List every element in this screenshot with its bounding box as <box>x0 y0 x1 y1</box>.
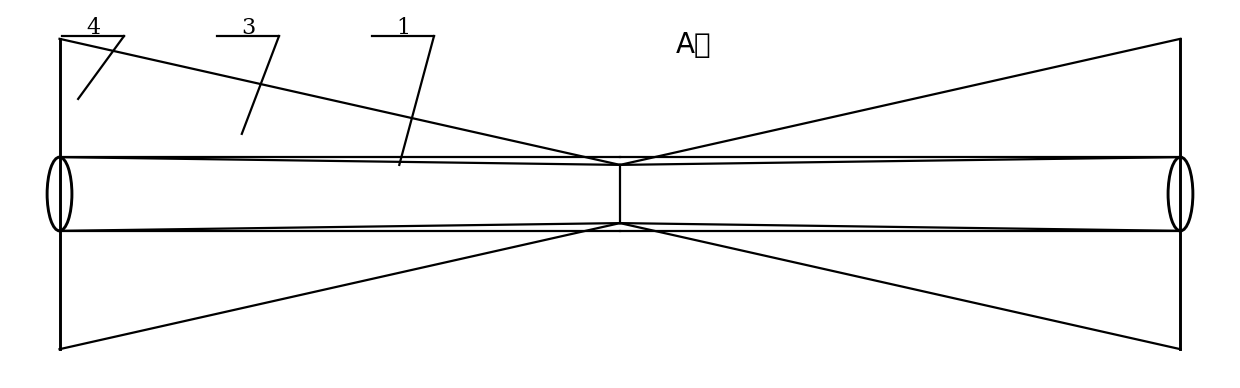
Text: 4: 4 <box>86 17 100 40</box>
Text: 1: 1 <box>396 17 410 40</box>
Text: A向: A向 <box>676 31 712 59</box>
Text: 3: 3 <box>241 17 255 40</box>
